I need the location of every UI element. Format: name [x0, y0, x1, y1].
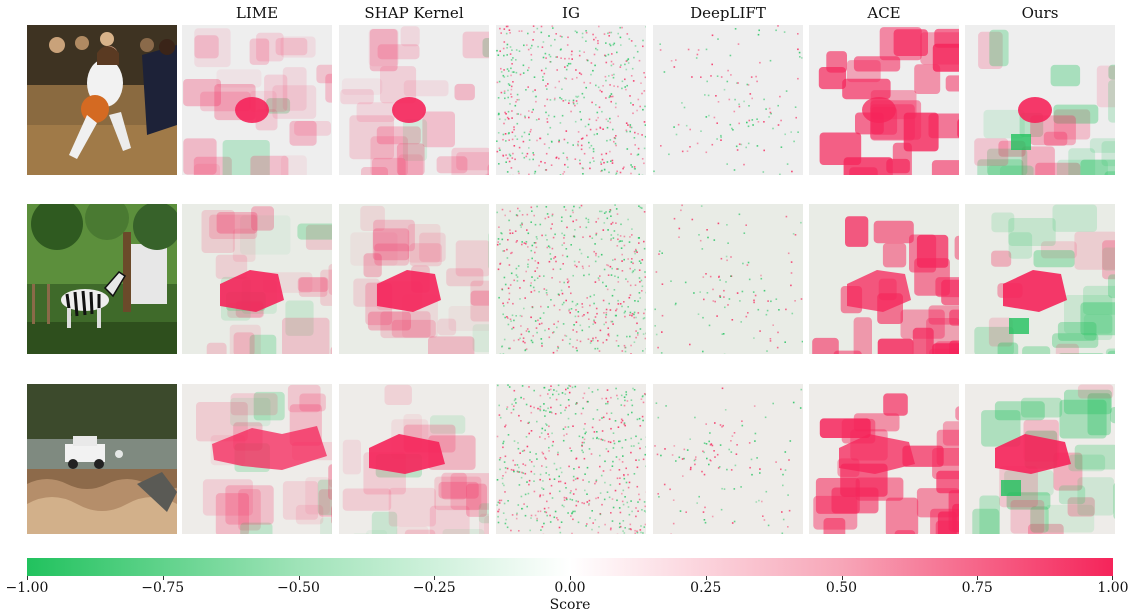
colorbar-tick: [27, 576, 28, 580]
colorbar-tick: [705, 576, 707, 580]
saliency-map-ig-jeep-in-river: [496, 384, 646, 534]
colorbar-tick: [570, 576, 571, 580]
saliency-map-shap-zebra: [339, 204, 489, 354]
column-title-ig: IG: [562, 4, 580, 22]
saliency-map-deeplift-jeep-in-river: [653, 384, 803, 534]
colorbar-tick-label: −0.25: [412, 580, 456, 596]
saliency-map-lime-basketball-player: [182, 25, 332, 175]
saliency-map-ace-basketball-player: [809, 25, 959, 175]
colorbar-tick: [841, 576, 843, 580]
column-title-ours: Ours: [1021, 4, 1059, 22]
saliency-map-lime-jeep-in-river: [182, 384, 332, 534]
colorbar-tick: [977, 576, 979, 580]
column-title-deeplift: DeepLIFT: [690, 4, 766, 22]
colorbar-tick-label: 0.75: [961, 580, 993, 596]
saliency-map-shap-jeep-in-river: [339, 384, 489, 534]
saliency-map-ace-jeep-in-river: [809, 384, 959, 534]
colorbar-tick-label: 0.00: [554, 580, 586, 596]
column-title-shap-kernel: SHAP Kernel: [364, 4, 464, 22]
colorbar-label: Score: [549, 597, 591, 613]
saliency-map-deeplift-basketball-player: [653, 25, 803, 175]
saliency-map-ours-zebra: [965, 204, 1115, 354]
input-image-basketball-player: [27, 25, 177, 175]
saliency-map-ours-basketball-player: [965, 25, 1115, 175]
saliency-map-ig-zebra: [496, 204, 646, 354]
saliency-map-ig-basketball-player: [496, 25, 646, 175]
colorbar-tick-label: 0.25: [690, 580, 722, 596]
colorbar-tick-label: −1.00: [5, 580, 49, 596]
colorbar-tick: [162, 576, 164, 580]
saliency-map-lime-zebra: [182, 204, 332, 354]
colorbar-tick-label: 1.00: [1097, 580, 1129, 596]
colorbar-tick-label: 0.50: [825, 580, 858, 596]
saliency-map-shap-basketball-player: [339, 25, 489, 175]
colorbar: [27, 558, 1113, 576]
colorbar-tick: [1112, 576, 1113, 580]
colorbar-tick: [434, 576, 436, 580]
column-title-lime: LIME: [235, 4, 279, 22]
input-image-jeep-in-river: [27, 384, 177, 534]
colorbar-tick-label: −0.75: [141, 580, 185, 596]
colorbar-tick-label: −0.50: [277, 580, 320, 596]
saliency-map-ours-jeep-in-river: [965, 384, 1115, 534]
input-image-zebra: [27, 204, 177, 354]
colorbar-tick: [298, 576, 300, 580]
column-title-ace: ACE: [867, 4, 901, 22]
saliency-map-ace-zebra: [809, 204, 959, 354]
saliency-map-deeplift-zebra: [653, 204, 803, 354]
